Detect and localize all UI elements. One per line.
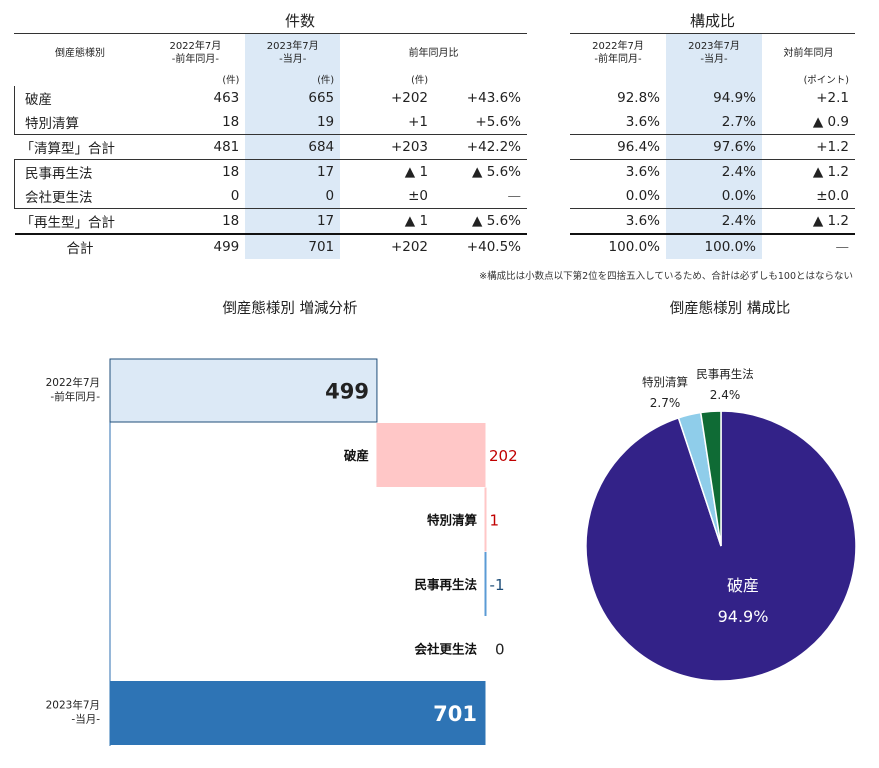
header-curr: 2023年7月 -当月- bbox=[245, 34, 341, 72]
unit-prev: (件) bbox=[222, 75, 240, 86]
waterfall-bar bbox=[484, 487, 487, 552]
waterfall-value-label: 701 bbox=[433, 702, 477, 726]
footnote: ※構成比は小数点以下第2位を四捨五入しているため、合計は必ずしも100とはならな… bbox=[479, 271, 853, 282]
ratio-header-curr: 2023年7月 -当月- bbox=[666, 34, 762, 72]
waterfall-bar bbox=[376, 423, 486, 487]
ratio-table-title: 構成比 bbox=[689, 12, 735, 30]
table-row: 92.8% 94.9% +2.1 bbox=[570, 86, 855, 110]
pie-slice-value: 94.9% bbox=[718, 607, 769, 626]
count-table: 倒産態様別 2022年7月 -前年同月- 2023年7月 -当月- 前年同月比 … bbox=[14, 34, 527, 259]
table-row: 「再生型」合計 18 17 ▲ 1 ▲ 5.6% bbox=[14, 208, 527, 234]
waterfall-bar bbox=[484, 552, 487, 616]
ratio-unit: (ポイント) bbox=[803, 75, 849, 86]
count-table-title: 件数 bbox=[284, 12, 315, 30]
table-row: 特別清算 18 19 +1 +5.6% bbox=[14, 110, 528, 135]
waterfall-bar bbox=[109, 358, 378, 423]
table-row: 96.4% 97.6% +1.2 bbox=[570, 134, 855, 160]
table-row: 3.6% 2.7% ▲ 0.9 bbox=[570, 110, 855, 135]
table-row: 会社更生法 0 0 ±0 — bbox=[14, 184, 528, 209]
waterfall-value-label: 202 bbox=[489, 447, 518, 465]
waterfall-value-label: 0 bbox=[495, 641, 505, 659]
ratio-table: 2022年7月 -前年同月- 2023年7月 -当月- 対前年同月 (ポイント)… bbox=[570, 34, 855, 259]
unit-curr: (件) bbox=[245, 72, 341, 86]
waterfall-category-label: 民事再生法 bbox=[414, 577, 477, 592]
ratio-header-diff: 対前年同月 bbox=[783, 47, 834, 59]
table-row: 「清算型」合計 481 684 +203 +42.2% bbox=[14, 134, 527, 160]
ratio-table-title-rule bbox=[570, 33, 855, 34]
table-row: 民事再生法 18 17 ▲ 1 ▲ 5.6% bbox=[14, 159, 527, 184]
waterfall-bar bbox=[109, 681, 486, 745]
pie-slice-value: 2.7% bbox=[650, 396, 681, 410]
pie-slice-label: 特別清算 bbox=[642, 375, 688, 389]
header-category: 倒産態様別 bbox=[54, 47, 105, 59]
table-row-total: 合計 499 701 +202 +40.5% bbox=[14, 233, 527, 259]
waterfall-category-label: -前年同月- bbox=[50, 390, 100, 403]
waterfall-category-label: -当月- bbox=[71, 713, 100, 726]
pie-slice-value: 2.4% bbox=[710, 388, 741, 402]
waterfall-category-label: 破産 bbox=[344, 448, 369, 463]
pie-slice bbox=[699, 410, 722, 547]
pie-title: 倒産態様別 構成比 bbox=[669, 301, 791, 317]
ratio-header-prev: 2022年7月 -前年同月- bbox=[592, 41, 644, 65]
waterfall-category-label: 2022年7月 bbox=[46, 376, 100, 389]
table-row-total: 100.0% 100.0% — bbox=[570, 233, 855, 259]
waterfall-category-label: 会社更生法 bbox=[414, 642, 477, 657]
unit-diff: (件) bbox=[411, 75, 429, 86]
waterfall-title: 倒産態様別 増減分析 bbox=[222, 301, 358, 317]
header-prev: 2022年7月 -前年同月- bbox=[169, 41, 222, 65]
table-row: 3.6% 2.4% ▲ 1.2 bbox=[570, 208, 855, 234]
waterfall-value-label: -1 bbox=[490, 576, 505, 594]
pie-slice-label: 破産 bbox=[727, 576, 759, 595]
waterfall-value-label: 499 bbox=[325, 380, 369, 404]
count-table-title-rule bbox=[14, 33, 527, 34]
header-yoy: 前年同月比 bbox=[408, 47, 459, 59]
table-row: 3.6% 2.4% ▲ 1.2 bbox=[570, 159, 855, 184]
table-row: 破産 463 665 +202 +43.6% bbox=[14, 86, 528, 110]
waterfall-value-label: 1 bbox=[490, 512, 500, 530]
waterfall-category-label: 特別清算 bbox=[427, 513, 478, 528]
waterfall-category-label: 2023年7月 bbox=[46, 699, 100, 712]
pie-slice-label: 民事再生法 bbox=[696, 367, 754, 381]
table-row: 0.0% 0.0% ±0.0 bbox=[570, 184, 855, 209]
